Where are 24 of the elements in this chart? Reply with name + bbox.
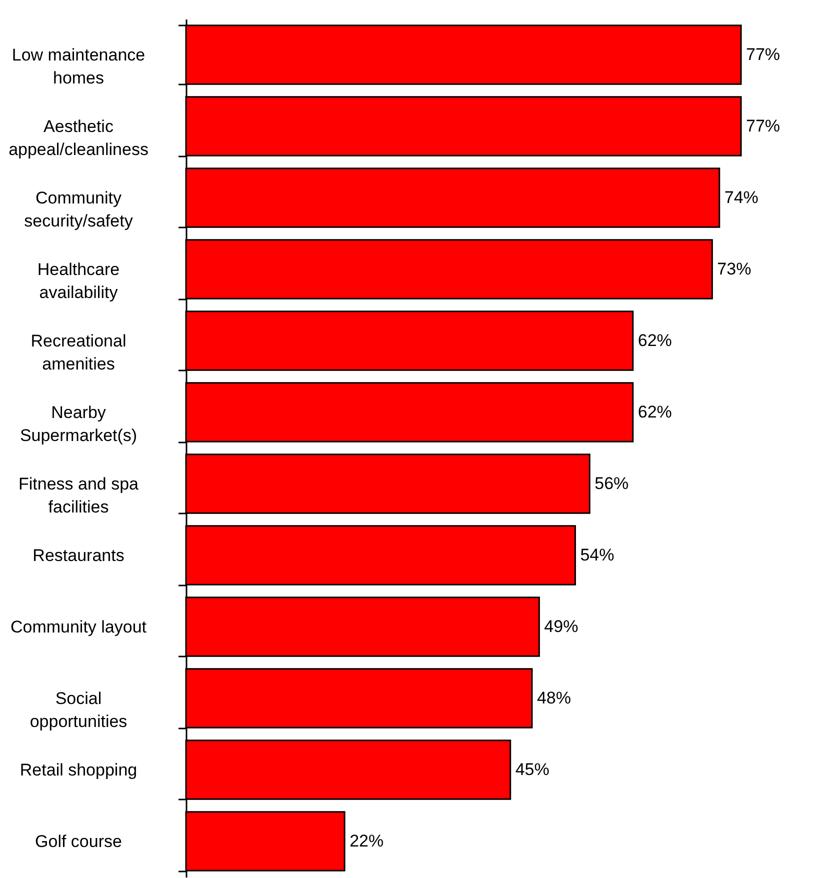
y-tick-label: Social opportunities xyxy=(30,688,128,731)
y-tick-label: Low maintenance homes xyxy=(12,45,146,88)
y-tick-label: Restaurants xyxy=(32,546,124,565)
y-tick-label: Nearby Supermarket(s) xyxy=(20,402,138,445)
data-label: 77% xyxy=(746,116,780,136)
y-tick-label: Fitness and spa facilities xyxy=(18,474,140,516)
data-label: 74% xyxy=(724,188,758,207)
data-label: 73% xyxy=(717,259,752,278)
data-label: 62% xyxy=(638,330,672,350)
data-label: 22% xyxy=(350,831,384,850)
y-tick-label: Aesthetic appeal/cleanliness xyxy=(8,116,148,159)
data-label: 77% xyxy=(746,44,780,64)
y-tick-label: Retail shopping xyxy=(20,760,138,780)
y-tick-label: Healthcare availability xyxy=(37,260,120,302)
data-label: 54% xyxy=(580,545,614,564)
y-tick-label: Community layout xyxy=(10,617,147,636)
data-label: 49% xyxy=(544,616,578,636)
data-label: 56% xyxy=(594,474,629,493)
y-tick-label: Recreational amenities xyxy=(30,331,126,374)
data-label: 62% xyxy=(638,402,672,422)
data-label: 45% xyxy=(515,760,550,779)
y-tick-label: Community security/safety xyxy=(24,188,134,230)
data-label: 48% xyxy=(536,688,572,708)
y-tick-label: Golf course xyxy=(35,832,122,851)
